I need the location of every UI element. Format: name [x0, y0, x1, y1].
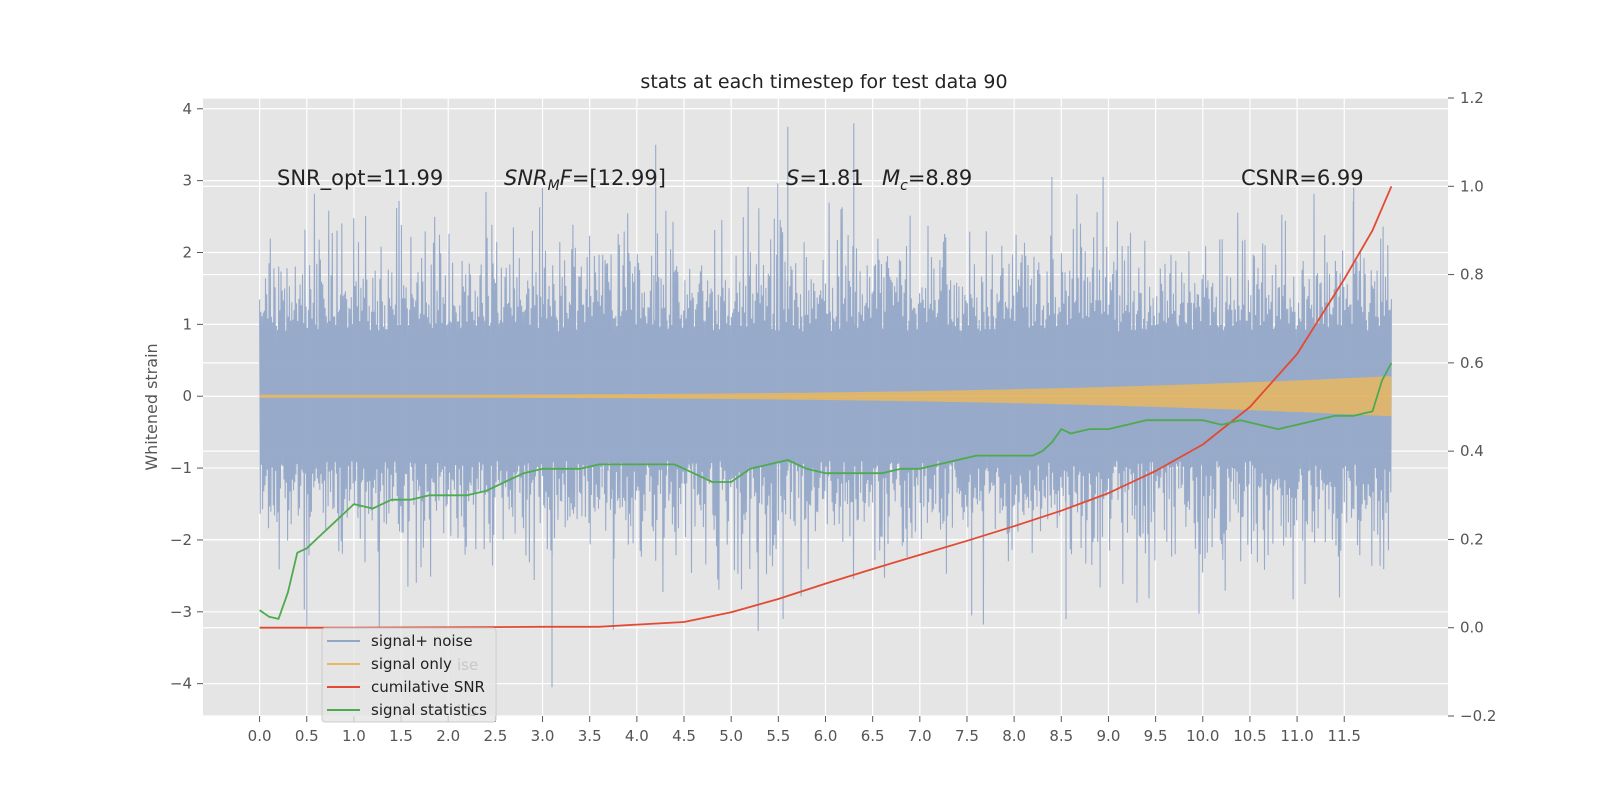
- noise-trace: [259, 123, 1392, 688]
- legend-box: [321, 627, 497, 723]
- annotation-csnr: CSNR=6.99: [1241, 166, 1364, 190]
- legend: ise ics signal+ noise signal only cumila…: [321, 627, 497, 723]
- y2-tick-label-6: 0.0: [1460, 619, 1484, 637]
- x-tick-label-22: 11.0: [1280, 727, 1313, 745]
- x-tick-label-17: 8.5: [1049, 727, 1073, 745]
- x-tick-label-23: 11.5: [1328, 727, 1361, 745]
- x-tick-label-21: 10.5: [1233, 727, 1266, 745]
- series-signal-noise: [259, 123, 1392, 688]
- y-tick-label-7: −3: [170, 603, 192, 621]
- x-tick-label-16: 8.0: [1002, 727, 1026, 745]
- y2-tick-label-5: 0.2: [1460, 530, 1484, 548]
- x-tick-label-20: 10.0: [1186, 727, 1219, 745]
- x-tick-label-10: 5.0: [719, 727, 743, 745]
- x-tick-label-15: 7.5: [955, 727, 979, 745]
- x-tick-label-11: 5.5: [766, 727, 790, 745]
- annotation-mc: Mc=8.89: [882, 166, 972, 194]
- y2-tick-label-3: 0.6: [1460, 354, 1484, 372]
- x-tick-label-14: 7.0: [908, 727, 932, 745]
- x-tick-label-7: 3.5: [578, 727, 602, 745]
- y-tick-label-1: 3: [182, 172, 192, 190]
- series-line-signal-statistics: [259, 362, 1393, 620]
- x-tick-label-4: 2.0: [436, 727, 460, 745]
- y-tick-label-8: −4: [170, 675, 192, 693]
- legend-entry-signal-noise: signal+ noise: [371, 632, 473, 650]
- y-tick-label-4: 0: [182, 387, 192, 405]
- series-line-cumilative-snr: [259, 185, 1393, 629]
- y-tick-label-5: −1: [170, 459, 192, 477]
- y-tick-label-6: −2: [170, 531, 192, 549]
- y2-axis-ticks: 1.2 1.0 0.8 0.6 0.4 0.2 0.0 −0.2: [1448, 89, 1496, 725]
- x-tick-label-3: 1.5: [389, 727, 413, 745]
- legend-entry-cumulative-snr: cumilative SNR: [371, 678, 485, 696]
- x-tick-label-8: 4.0: [625, 727, 649, 745]
- annotation-snr-mf: SNRMF=[12.99]: [504, 166, 666, 194]
- x-tick-label-13: 6.5: [861, 727, 885, 745]
- legend-ghost-text-1: ise: [457, 656, 478, 674]
- chart-title: stats at each timestep for test data 90: [640, 71, 1007, 93]
- legend-entry-signal-statistics: signal statistics: [371, 701, 487, 719]
- x-tick-label-6: 3.0: [531, 727, 555, 745]
- x-tick-label-0: 0.0: [248, 727, 272, 745]
- legend-entry-signal-only: signal only: [371, 655, 452, 673]
- x-axis-ticks: 0.0 0.5 1.0 1.5 2.0 2.5 3.0 3.5 4.0 4.5 5.0 5.5 6.0 6…: [248, 716, 1361, 745]
- y2-tick-label-1: 1.0: [1460, 177, 1484, 195]
- x-tick-label-19: 9.5: [1144, 727, 1168, 745]
- series-signal-only: [259, 376, 1392, 417]
- legend-ghost-text-2: ics: [457, 702, 477, 720]
- x-tick-label-9: 4.5: [672, 727, 696, 745]
- x-tick-label-1: 0.5: [295, 727, 319, 745]
- y-axis-ticks: 4 3 2 1 0 −1 −2 −3 −4: [170, 100, 203, 693]
- x-tick-label-2: 1.0: [342, 727, 366, 745]
- line-series-group: [259, 185, 1393, 629]
- annotation-s: S=1.81: [786, 166, 864, 190]
- annotations: SNR_opt=11.99 SNRMF=[12.99] S=1.81 Mc=8.…: [277, 166, 1364, 194]
- x-tick-label-18: 9.0: [1097, 727, 1121, 745]
- annotation-snr-opt: SNR_opt=11.99: [277, 166, 443, 191]
- x-tick-label-12: 6.0: [814, 727, 838, 745]
- y-tick-label-0: 4: [182, 100, 192, 118]
- x-tick-label-5: 2.5: [483, 727, 507, 745]
- y2-tick-label-2: 0.8: [1460, 266, 1484, 284]
- y2-tick-label-7: −0.2: [1460, 707, 1496, 725]
- y-tick-label-3: 1: [182, 315, 192, 333]
- y-tick-label-2: 2: [182, 244, 192, 262]
- y-axis-label: Whitened strain: [142, 343, 161, 470]
- y2-tick-label-0: 1.2: [1460, 89, 1484, 107]
- y2-tick-label-4: 0.4: [1460, 442, 1484, 460]
